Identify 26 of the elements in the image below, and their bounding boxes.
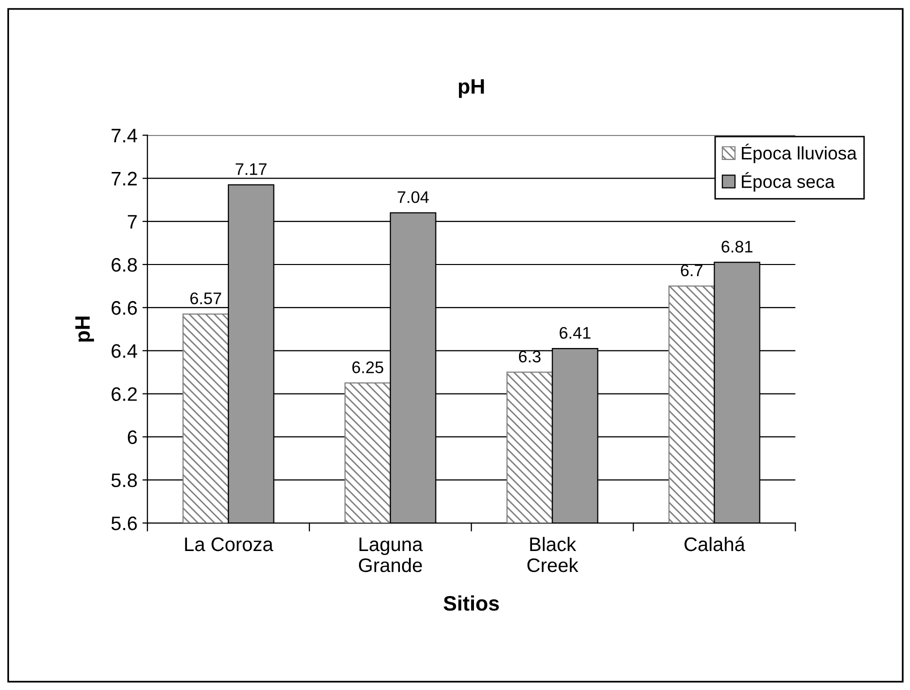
data-label: 6.81 <box>722 240 752 253</box>
y-tick-label: 5.8 <box>111 473 137 488</box>
y-tick-label: 6.6 <box>112 301 137 315</box>
y-tick-label: 7.4 <box>112 128 138 142</box>
y-tick-label: 5.6 <box>111 516 137 530</box>
y-tick-label: 7 <box>128 215 137 228</box>
y-tick-label: 6.8 <box>112 258 137 272</box>
y-tick-label: 6 <box>128 430 137 444</box>
y-axis-title: pH <box>75 316 94 342</box>
x-tick-label: Laguna Grande <box>358 538 423 572</box>
chart-title: pH <box>458 79 484 98</box>
data-label: 6.3 <box>518 350 541 362</box>
y-tick-label: 6.4 <box>112 344 138 358</box>
x-tick-label: Black Creek <box>527 536 578 572</box>
data-label: 7.04 <box>398 191 429 204</box>
y-tick-label: 6.2 <box>112 387 137 401</box>
x-axis-title: Sitios <box>444 595 499 611</box>
legend-label: Época seca <box>742 172 835 192</box>
data-label: 6.57 <box>190 292 222 304</box>
legend-label: Época lluviosa <box>742 144 857 164</box>
data-label: 6.41 <box>560 326 590 339</box>
x-tick-label: Calahá <box>684 536 746 552</box>
data-label: 6.25 <box>352 361 384 374</box>
data-label: 7.17 <box>236 163 266 175</box>
y-tick-label: 7.2 <box>112 172 137 186</box>
x-tick-label: La Coroza <box>185 537 274 552</box>
